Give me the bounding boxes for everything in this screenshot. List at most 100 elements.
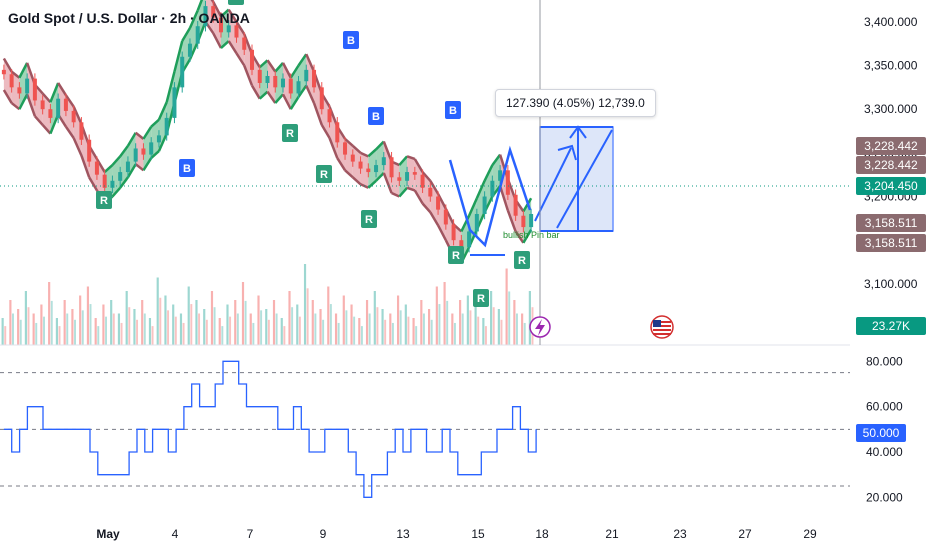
volume-bar xyxy=(484,326,487,345)
volume-bar xyxy=(404,304,407,345)
candle-body xyxy=(9,74,14,88)
volume-bar xyxy=(291,307,294,345)
band-upper-edge xyxy=(111,155,122,166)
flag-stripe xyxy=(653,325,671,327)
candle-body xyxy=(319,87,324,110)
band-upper-edge xyxy=(103,164,114,173)
axes: 3,400.0003,350.0003,300.0003,250.0003,20… xyxy=(0,0,918,541)
band-upper-edge xyxy=(235,21,246,35)
signal-badge xyxy=(448,246,464,264)
candle-body xyxy=(459,240,464,248)
band-fill-segment xyxy=(399,156,408,197)
volume-bar xyxy=(438,304,441,345)
signal-letter: R xyxy=(452,250,460,262)
volume-bar xyxy=(249,313,252,345)
volume-bar xyxy=(469,310,472,345)
band-fill-segment xyxy=(368,149,377,188)
volume-bar xyxy=(210,291,214,345)
volume-bar xyxy=(528,291,531,345)
volume-bar xyxy=(477,316,480,345)
volume-bar xyxy=(143,313,146,345)
band-fill-segment xyxy=(50,82,59,134)
volume-bar xyxy=(48,282,51,345)
volume-bar xyxy=(4,326,7,345)
volume-bar xyxy=(102,304,105,345)
volume-bar xyxy=(164,295,167,345)
volume-bar xyxy=(360,326,363,345)
volume-bar xyxy=(167,310,170,345)
flag-stripe xyxy=(653,329,671,331)
band-upper-edge xyxy=(57,82,67,96)
measure-tooltip: 127.390 (4.05%) 12,739.0 xyxy=(495,89,656,117)
volume-bar xyxy=(244,300,247,345)
candle-body xyxy=(312,69,317,88)
signal-letter: B xyxy=(449,105,457,117)
lightning-glyph xyxy=(535,319,545,336)
oscillator-pane xyxy=(0,360,850,498)
volume-bar xyxy=(74,319,76,345)
band-upper-edge xyxy=(436,193,447,210)
candle-body xyxy=(164,117,169,136)
candle-body xyxy=(412,172,417,175)
candle-body xyxy=(226,25,231,33)
band-lower-edge xyxy=(413,189,424,205)
volume-bar xyxy=(267,319,270,345)
candle-body xyxy=(350,154,355,162)
band-lower-edge xyxy=(64,125,75,139)
band-lower-edge xyxy=(2,89,13,104)
candle-body xyxy=(498,170,503,181)
volume-bar xyxy=(314,313,317,345)
volume-bar xyxy=(24,291,27,345)
volume-bar xyxy=(275,313,278,345)
band-lower-edge xyxy=(498,185,510,211)
price-tag-last: 3,204.450 xyxy=(856,177,926,195)
sell-signal-marker: R xyxy=(361,210,377,228)
band-upper-edge xyxy=(157,101,168,121)
volume-bar xyxy=(94,318,97,345)
candle-body xyxy=(63,98,68,111)
candle-body xyxy=(79,122,84,140)
sell-signal-marker: R xyxy=(282,124,298,142)
volume-bar xyxy=(358,318,361,345)
band-upper-edge xyxy=(258,59,269,69)
volume-bar xyxy=(365,300,369,345)
volume-bar xyxy=(27,307,30,345)
price-tag-high-2: 3,228.442 xyxy=(856,156,926,174)
band-lower-edge xyxy=(367,179,377,189)
volume-bar xyxy=(381,309,384,345)
volume-bar xyxy=(79,295,82,345)
band-lower-edge xyxy=(33,115,44,126)
price-tick-label: 3,100.000 xyxy=(864,277,918,291)
band-upper-edge xyxy=(281,62,292,79)
volume-bar xyxy=(345,310,348,345)
volume-bar xyxy=(296,304,299,345)
band-upper-edge xyxy=(344,137,354,147)
volume-histogram xyxy=(1,264,534,345)
volume-bar xyxy=(459,300,462,345)
volume-bar xyxy=(187,286,190,345)
band-upper-edge xyxy=(95,158,106,173)
band-upper-edge xyxy=(429,180,440,195)
band-lower-edge xyxy=(220,40,230,49)
band-upper-edge xyxy=(351,144,362,154)
band-upper-edge xyxy=(266,59,277,73)
candle-body xyxy=(156,135,161,143)
band-lower-edge xyxy=(297,84,308,98)
volume-bar xyxy=(474,304,477,345)
candle-body xyxy=(467,231,472,248)
volume-bar xyxy=(89,304,92,345)
buy-signal-marker: B xyxy=(368,107,384,125)
volume-bar xyxy=(203,309,206,345)
band-lower-edge xyxy=(18,93,29,110)
band-lower-edge xyxy=(344,169,354,179)
volume-bar xyxy=(337,322,340,345)
band-upper-edge xyxy=(227,8,238,23)
candle-body xyxy=(125,161,130,173)
time-tick-label: 7 xyxy=(247,527,254,541)
candle-body xyxy=(187,43,192,57)
band-lower-edge xyxy=(212,32,223,49)
volume-bar xyxy=(368,313,371,345)
volume-bar xyxy=(265,309,268,345)
volume-bar xyxy=(141,300,144,345)
